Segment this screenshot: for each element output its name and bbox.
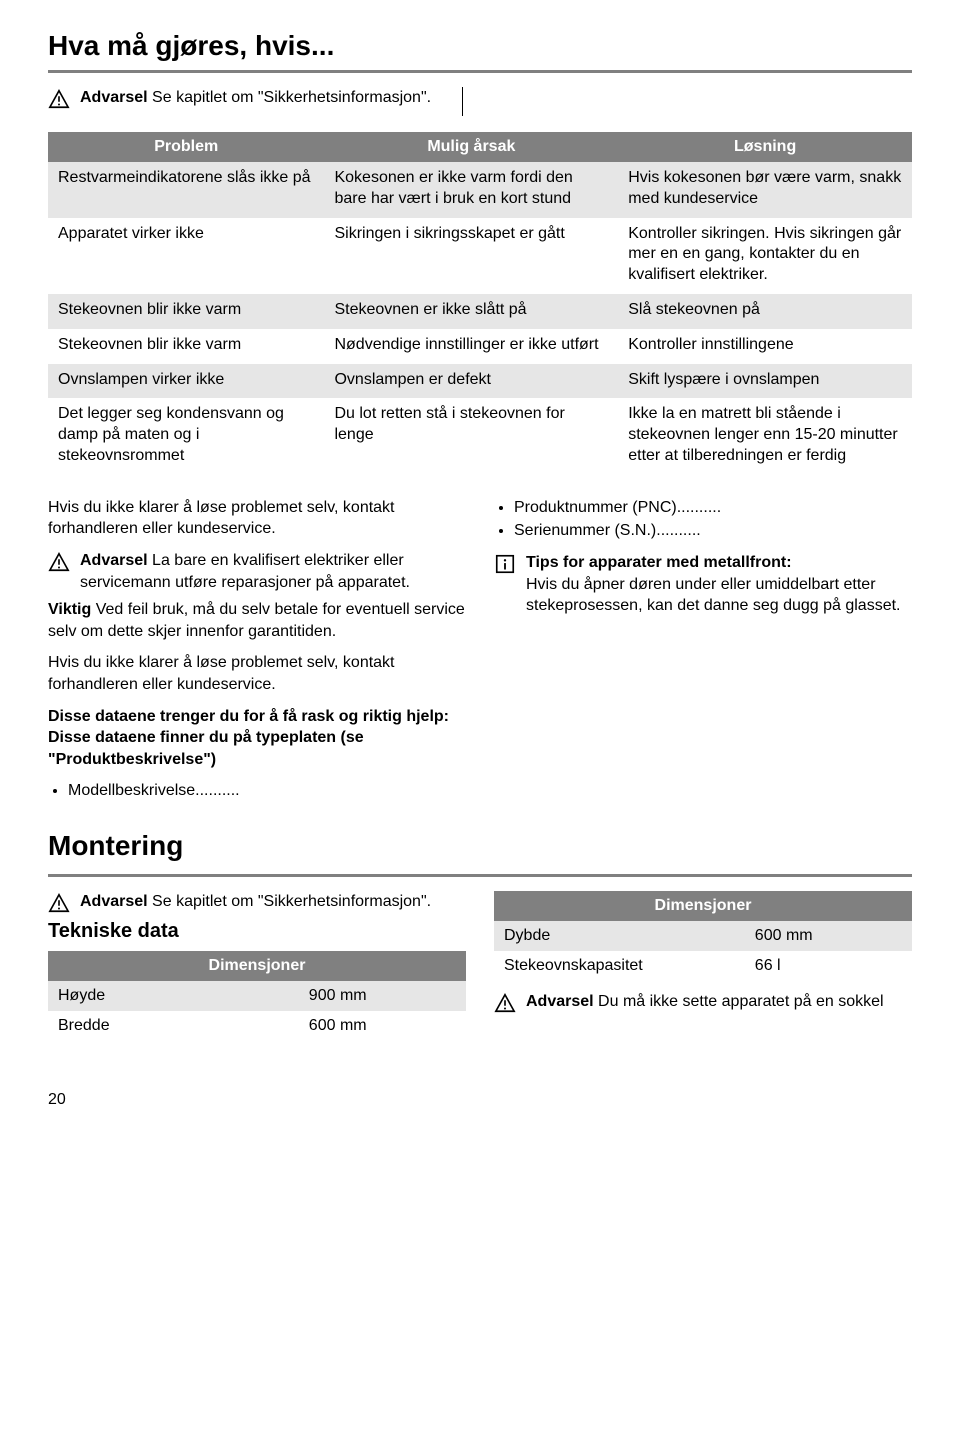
left-viktig: Viktig Ved feil bruk, må du selv betale … <box>48 599 466 642</box>
body-columns: Hvis du ikke klarer å løse problemet sel… <box>48 497 912 812</box>
top-warning-body: Se kapitlet om "Sikkerhetsinformasjon". <box>152 89 431 106</box>
warning-icon <box>48 892 70 914</box>
left-p3: Disse dataene trenger du for å få rask o… <box>48 706 466 771</box>
cell: Ovnslampen er defekt <box>324 364 618 399</box>
cell: Hvis kokesonen bør være varm, snakk med … <box>618 162 912 218</box>
cell: Ikke la en matrett bli stående i stekeov… <box>618 398 912 474</box>
cell: Slå stekeovnen på <box>618 294 912 329</box>
left-p1: Hvis du ikke klarer å løse problemet sel… <box>48 497 466 540</box>
dimensions-columns: Advarsel Se kapitlet om "Sikkerhetsinfor… <box>48 891 912 1051</box>
mount-left-warn: Advarsel Se kapitlet om "Sikkerhetsinfor… <box>80 891 431 913</box>
cell: Du lot retten stå i stekeovnen for lenge <box>324 398 618 474</box>
page-number: 20 <box>48 1091 912 1109</box>
table-row: Stekeovnskapasitet 66 l <box>494 951 912 981</box>
left-warn1-label: Advarsel <box>80 552 148 569</box>
cell: Restvarmeindikatorene slås ikke på <box>48 162 324 218</box>
right-info-text: Hvis du åpner døren under eller umiddelb… <box>526 576 900 615</box>
warning-icon <box>48 551 70 573</box>
right-column: Produktnummer (PNC).......... Serienumme… <box>494 497 912 812</box>
right-info: Tips for apparater med metallfront: Hvis… <box>526 552 912 617</box>
right-info-label: Tips for apparater med metallfront: <box>526 554 792 571</box>
cell: Høyde <box>48 981 299 1011</box>
dim-right-col: Dimensjoner Dybde 600 mm Stekeovnskapasi… <box>494 891 912 1051</box>
cell: Sikringen i sikringsskapet er gått <box>324 218 618 294</box>
left-warn1: Advarsel La bare en kvalifisert elektrik… <box>80 550 466 593</box>
dim-header-left: Dimensjoner <box>48 951 466 981</box>
cell: Skift lyspære i ovnslampen <box>618 364 912 399</box>
mount-left-warn-label: Advarsel <box>80 893 148 910</box>
title-rule <box>48 70 912 73</box>
top-warning-label: Advarsel <box>80 89 148 106</box>
dim-table-right: Dimensjoner Dybde 600 mm Stekeovnskapasi… <box>494 891 912 981</box>
cell: Stekeovnen blir ikke varm <box>48 329 324 364</box>
troubleshooting-table: Problem Mulig årsak Løsning Restvarmeind… <box>48 132 912 475</box>
cell: Bredde <box>48 1011 299 1041</box>
montering-title: Montering <box>48 830 912 862</box>
table-row: Stekeovnen blir ikke varm Stekeovnen er … <box>48 294 912 329</box>
th-problem: Problem <box>48 132 324 162</box>
warning-icon <box>48 88 70 110</box>
cell: 600 mm <box>299 1011 466 1041</box>
cell: Stekeovnen blir ikke varm <box>48 294 324 329</box>
cell: Kontroller sikringen. Hvis sikringen går… <box>618 218 912 294</box>
cell: Det legger seg kondensvann og damp på ma… <box>48 398 324 474</box>
table-row: Høyde 900 mm <box>48 981 466 1011</box>
left-column: Hvis du ikke klarer å løse problemet sel… <box>48 497 466 812</box>
cell: Nødvendige innstillinger er ikke utført <box>324 329 618 364</box>
cell: Apparatet virker ikke <box>48 218 324 294</box>
table-row: Restvarmeindikatorene slås ikke på Kokes… <box>48 162 912 218</box>
list-item: Serienummer (S.N.).......... <box>514 520 912 542</box>
left-viktig-text: Ved feil bruk, må du selv betale for eve… <box>48 601 465 640</box>
left-viktig-label: Viktig <box>48 601 91 618</box>
table-row: Bredde 600 mm <box>48 1011 466 1041</box>
dim-header-right: Dimensjoner <box>494 891 912 921</box>
top-warning-text: Advarsel Se kapitlet om "Sikkerhetsinfor… <box>80 87 431 109</box>
table-row: Apparatet virker ikke Sikringen i sikrin… <box>48 218 912 294</box>
table-header-row: Problem Mulig årsak Løsning <box>48 132 912 162</box>
table-row: Ovnslampen virker ikke Ovnslampen er def… <box>48 364 912 399</box>
list-item: Produktnummer (PNC).......... <box>514 497 912 519</box>
cell: Stekeovnen er ikke slått på <box>324 294 618 329</box>
dim-table-left: Dimensjoner Høyde 900 mm Bredde 600 mm <box>48 951 466 1041</box>
mount-right-warn: Advarsel Du må ikke sette apparatet på e… <box>526 991 884 1013</box>
cell: Dybde <box>494 921 745 951</box>
cell: Stekeovnskapasitet <box>494 951 745 981</box>
cell: Kontroller innstillingene <box>618 329 912 364</box>
cell: 900 mm <box>299 981 466 1011</box>
tekniske-data-heading: Tekniske data <box>48 920 466 943</box>
page-title: Hva må gjøres, hvis... <box>48 30 912 62</box>
cell: Ovnslampen virker ikke <box>48 364 324 399</box>
left-p2: Hvis du ikke klarer å løse problemet sel… <box>48 652 466 695</box>
top-warning-row: Advarsel Se kapitlet om "Sikkerhetsinfor… <box>48 87 912 116</box>
cell: Kokesonen er ikke varm fordi den bare ha… <box>324 162 618 218</box>
dim-left-col: Advarsel Se kapitlet om "Sikkerhetsinfor… <box>48 891 466 1051</box>
info-icon <box>494 553 516 575</box>
mount-left-warn-text: Se kapitlet om "Sikkerhetsinformasjon". <box>152 893 431 910</box>
mount-right-warn-label: Advarsel <box>526 993 594 1010</box>
montering-rule <box>48 874 912 877</box>
th-cause: Mulig årsak <box>324 132 618 162</box>
table-row: Stekeovnen blir ikke varm Nødvendige inn… <box>48 329 912 364</box>
th-solution: Løsning <box>618 132 912 162</box>
mount-right-warn-text: Du må ikke sette apparatet på en sokkel <box>598 993 884 1010</box>
warning-icon <box>494 992 516 1014</box>
table-row: Det legger seg kondensvann og damp på ma… <box>48 398 912 474</box>
cell: 600 mm <box>745 921 912 951</box>
table-row: Dybde 600 mm <box>494 921 912 951</box>
cell: 66 l <box>745 951 912 981</box>
list-item: Modellbeskrivelse.......... <box>68 780 466 802</box>
